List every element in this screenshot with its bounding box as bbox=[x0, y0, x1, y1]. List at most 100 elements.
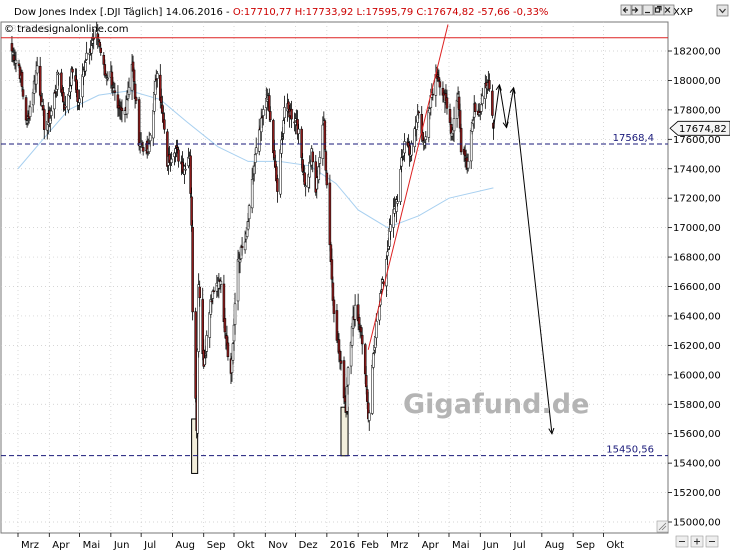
candle bbox=[323, 118, 327, 152]
settings-button[interactable] bbox=[716, 4, 729, 17]
candle bbox=[191, 220, 194, 321]
candle bbox=[421, 127, 424, 143]
candle bbox=[396, 194, 399, 207]
candle-body bbox=[363, 344, 367, 375]
candle-body bbox=[104, 73, 108, 76]
candle-body bbox=[488, 80, 491, 90]
candle-body bbox=[106, 77, 110, 80]
candle bbox=[189, 149, 192, 198]
candle bbox=[20, 69, 24, 92]
candle bbox=[113, 82, 117, 101]
projection-layer bbox=[492, 83, 555, 435]
candle bbox=[280, 131, 283, 158]
candle-body bbox=[240, 246, 244, 248]
candle-body bbox=[297, 128, 300, 135]
candle bbox=[28, 100, 32, 121]
candle-body bbox=[304, 185, 307, 188]
candle bbox=[269, 106, 272, 123]
close-button[interactable] bbox=[663, 4, 675, 16]
candle-body bbox=[194, 311, 197, 399]
x-tick-label: Okt bbox=[606, 540, 624, 551]
y-tick-label: 16000,00 bbox=[673, 370, 721, 381]
candles-layer bbox=[10, 21, 495, 439]
y-tick-label: 16400,00 bbox=[673, 311, 721, 322]
header-instrument-text: Dow Jones Index [.DJI Täglich] 14.06.201… bbox=[14, 7, 233, 18]
candle-body bbox=[346, 367, 350, 386]
zoom-reset-button[interactable] bbox=[705, 535, 719, 548]
candle bbox=[438, 78, 442, 96]
candle bbox=[452, 106, 456, 142]
candle bbox=[290, 100, 293, 129]
x-tick-label: Nov bbox=[268, 540, 288, 551]
zoom-in-button[interactable] bbox=[690, 535, 704, 548]
y-tick-label: 18200,00 bbox=[673, 47, 721, 58]
candle bbox=[127, 77, 131, 98]
x-tick-label: Jun bbox=[113, 540, 130, 551]
candle bbox=[416, 103, 419, 128]
candle-body bbox=[276, 178, 279, 192]
candle-body bbox=[368, 412, 371, 421]
x-tick-label: Apr bbox=[52, 540, 70, 551]
candle bbox=[491, 84, 494, 119]
candle-body bbox=[134, 97, 138, 101]
candle bbox=[399, 165, 402, 206]
candle bbox=[14, 51, 18, 73]
y-tick-label: 18000,00 bbox=[673, 76, 721, 87]
projection-arrowhead bbox=[548, 427, 555, 435]
candle-body bbox=[257, 129, 261, 152]
minimize-button[interactable] bbox=[642, 4, 654, 16]
trendline bbox=[367, 24, 449, 350]
candle-body bbox=[280, 139, 283, 154]
candle-body bbox=[212, 290, 216, 293]
arrow-left-button[interactable] bbox=[620, 4, 632, 16]
candle bbox=[194, 307, 197, 403]
candle bbox=[233, 292, 237, 335]
y-tick-label: 15800,00 bbox=[673, 400, 721, 411]
candle bbox=[50, 105, 53, 122]
header-instrument: Dow Jones Index [.DJI Täglich] 14.06.201… bbox=[14, 7, 548, 18]
x-tick-label: Mrz bbox=[21, 540, 39, 551]
candle bbox=[389, 215, 392, 240]
candle-body bbox=[132, 69, 136, 82]
candle-body bbox=[400, 157, 403, 167]
restore-icon bbox=[654, 5, 662, 13]
candle bbox=[303, 165, 306, 187]
x-tick-label: Mai bbox=[83, 540, 101, 551]
resize-grip[interactable] bbox=[656, 520, 669, 533]
gridlines bbox=[0, 21, 669, 534]
candle-body bbox=[389, 224, 392, 232]
arrow-left-icon bbox=[622, 7, 628, 13]
price-tag-shape bbox=[669, 120, 730, 136]
candle bbox=[205, 330, 208, 359]
candle bbox=[330, 248, 334, 288]
candle-body bbox=[177, 149, 180, 162]
candle bbox=[148, 132, 152, 147]
candle-body bbox=[345, 386, 349, 412]
candle bbox=[85, 41, 88, 61]
time-axis: Mrz Apr Mai Jun Jul Aug Sep Okt Nov Dez 2016 Feb Mrz… bbox=[17, 533, 624, 551]
candle bbox=[254, 137, 258, 156]
candle-body bbox=[205, 335, 208, 352]
zoom-in-icon bbox=[694, 538, 700, 545]
candle bbox=[403, 133, 406, 162]
candle-body bbox=[10, 43, 14, 52]
candle bbox=[99, 44, 103, 56]
x-tick-label: Mrz bbox=[390, 540, 408, 551]
candle bbox=[141, 141, 145, 156]
level-label: 15450,56 bbox=[606, 445, 654, 456]
candle-body bbox=[452, 118, 456, 132]
zoom-buttons bbox=[675, 535, 719, 548]
candle-body bbox=[191, 226, 194, 313]
restore-button[interactable] bbox=[653, 4, 665, 16]
candle bbox=[304, 182, 307, 197]
arrow-right-button[interactable] bbox=[631, 4, 643, 16]
candle-body bbox=[17, 63, 21, 66]
zoom-out-button[interactable] bbox=[675, 535, 689, 548]
candle-body bbox=[466, 161, 470, 169]
candle-body bbox=[184, 168, 187, 171]
candle-body bbox=[84, 62, 87, 72]
candle-body bbox=[399, 169, 402, 202]
